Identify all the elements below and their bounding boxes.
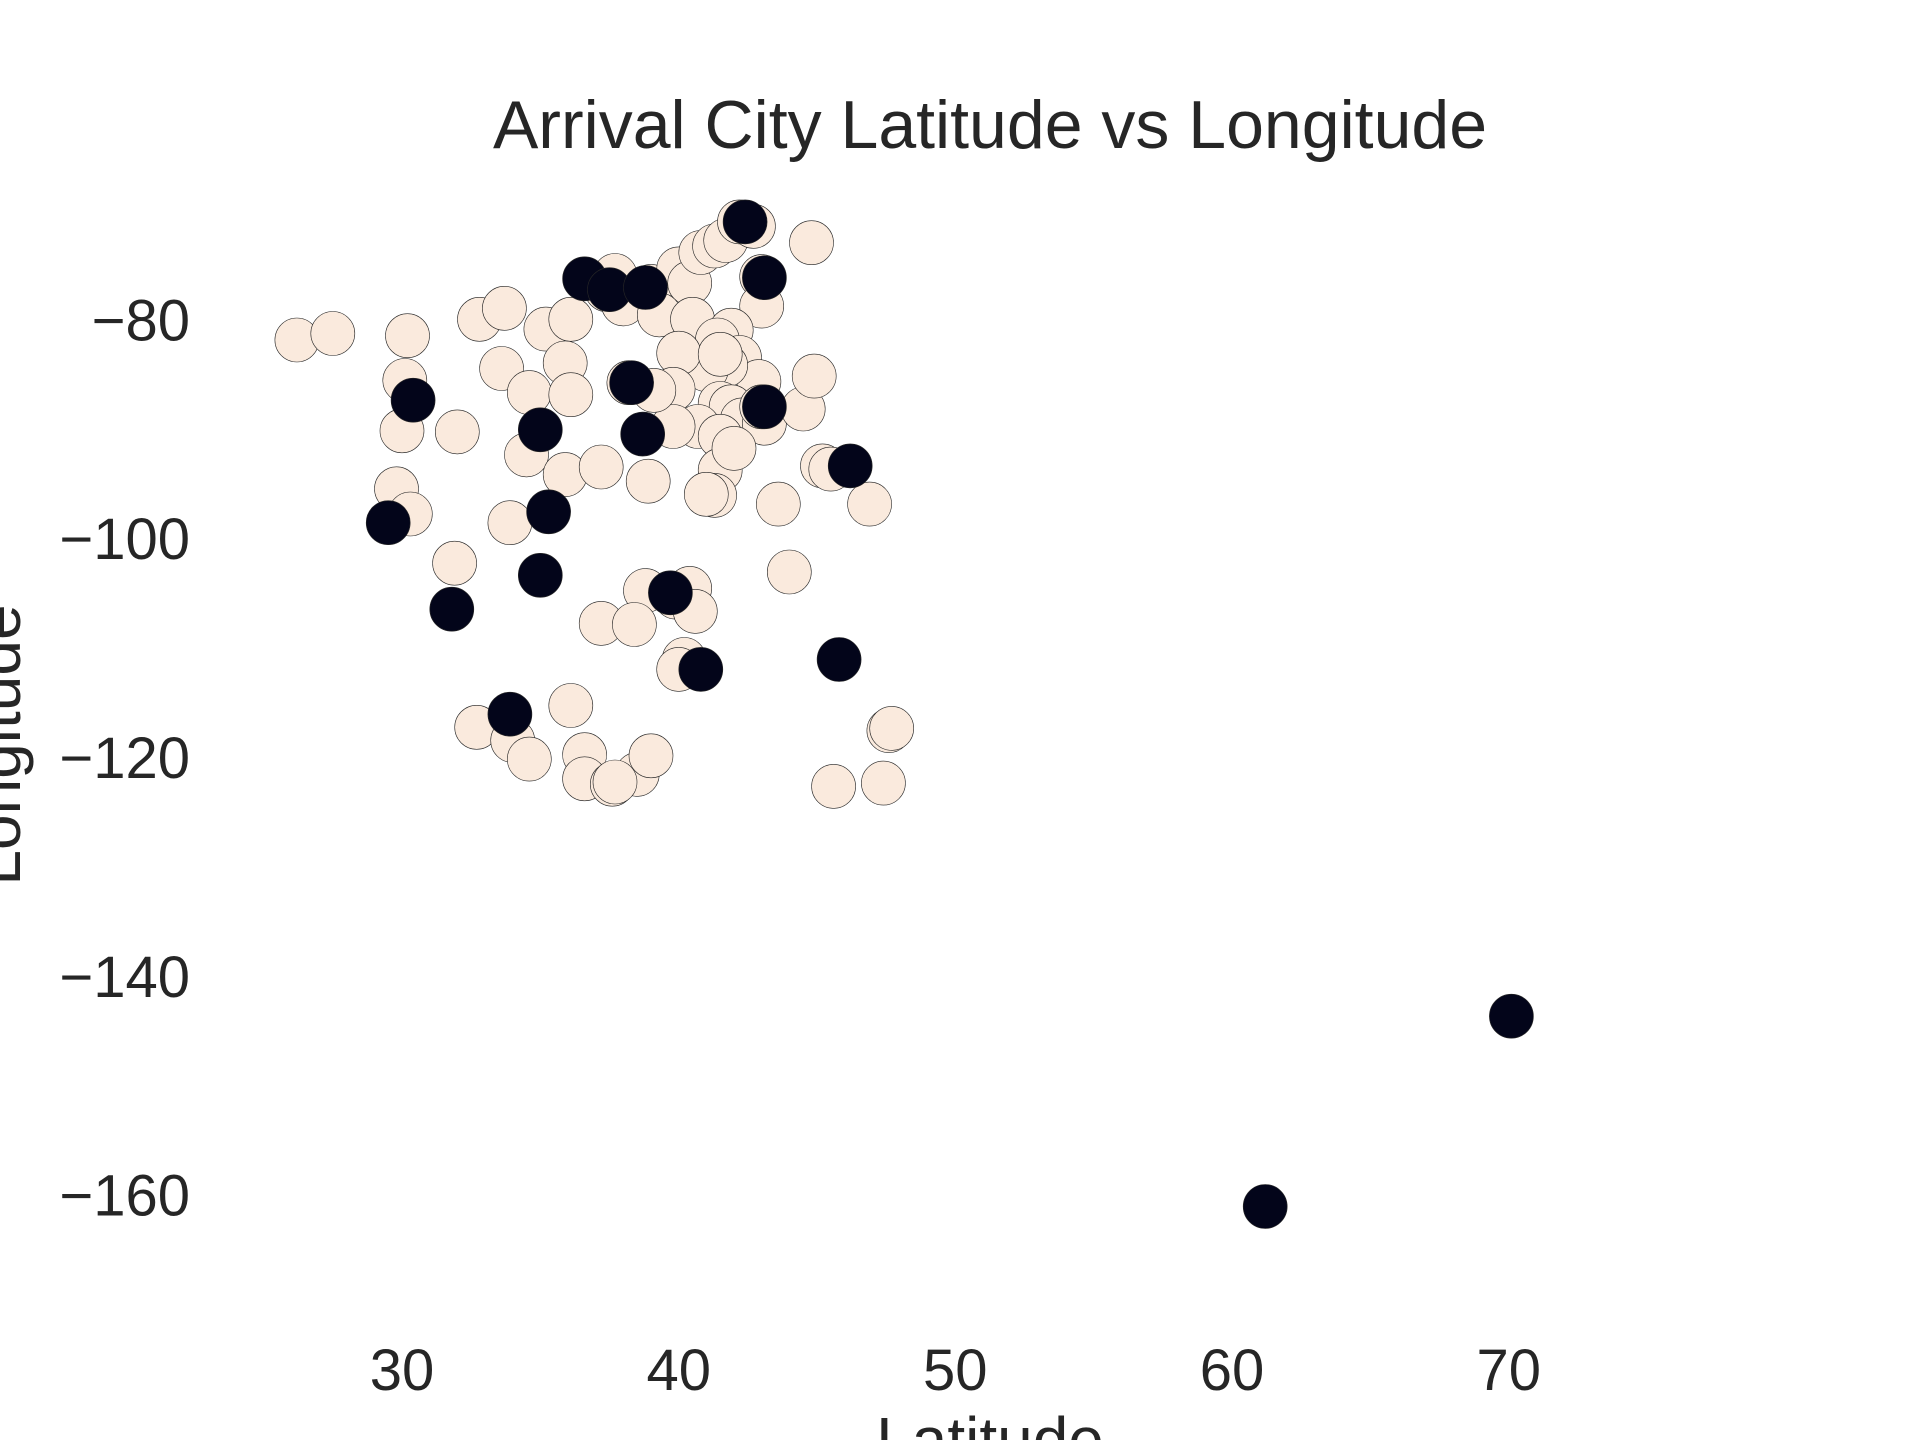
y-tick-label: −140 <box>59 945 190 1010</box>
scatter-point <box>861 760 906 806</box>
scatter-point <box>683 471 729 517</box>
x-axis-ticks: 30 40 50 60 70 <box>370 1338 1541 1403</box>
scatter-point <box>678 647 724 692</box>
y-axis-ticks: −80 −100 −120 −140 −160 <box>59 288 190 1228</box>
y-tick-label: −80 <box>92 288 190 353</box>
scatter-point <box>548 372 594 418</box>
x-tick-label: 40 <box>646 1338 711 1403</box>
x-tick-label: 60 <box>1200 1338 1265 1403</box>
scatter-point <box>365 500 411 546</box>
x-tick-label: 50 <box>923 1338 988 1403</box>
scatter-point <box>390 377 436 423</box>
scatter-point <box>847 481 892 527</box>
scatter-point <box>623 265 668 310</box>
scatter-point <box>1489 993 1534 1039</box>
scatter-point <box>506 736 552 782</box>
scatter-point <box>482 285 527 331</box>
scatter-point <box>517 552 563 598</box>
y-tick-label: −100 <box>59 507 190 572</box>
scatter-point <box>620 411 666 457</box>
scatter-point <box>755 481 801 527</box>
scatter-point <box>526 489 571 535</box>
y-tick-label: −160 <box>59 1164 190 1229</box>
scatter-point <box>1242 1184 1288 1229</box>
scatter-point <box>811 764 856 809</box>
x-tick-label: 70 <box>1476 1338 1541 1403</box>
scatter-point <box>722 199 768 245</box>
scatter-point <box>869 706 915 751</box>
scatter-point <box>429 586 475 632</box>
scatter-point <box>310 311 356 356</box>
scatter-point <box>789 220 834 265</box>
scatter-point <box>816 637 862 682</box>
scatter-point <box>578 444 624 490</box>
scatter-point <box>487 691 533 737</box>
scatter-point <box>385 313 430 359</box>
scatter-point <box>628 733 674 779</box>
scatter-point <box>612 602 657 647</box>
y-tick-label: −120 <box>59 726 190 791</box>
chart-title: Arrival City Latitude vs Longitude <box>493 87 1487 163</box>
scatter-point <box>432 540 477 586</box>
scatter-point <box>548 296 594 342</box>
y-axis-label: Longitude <box>0 604 34 885</box>
scatter-point <box>766 549 812 595</box>
scatter-point <box>548 683 594 728</box>
scatter-point <box>625 458 671 504</box>
scatter-point <box>711 426 757 471</box>
scatter-point <box>648 570 693 616</box>
scatter-point <box>742 255 787 301</box>
scatter-point <box>434 409 480 455</box>
scatter-point <box>517 407 563 453</box>
scatter-point <box>487 500 533 546</box>
scatter-point <box>609 360 654 406</box>
scatter-point <box>592 759 638 805</box>
scatter-point <box>827 443 873 489</box>
scatter-point <box>697 331 743 377</box>
scatter-point <box>742 384 787 430</box>
x-tick-label: 30 <box>370 1338 435 1403</box>
points-layer <box>274 199 1534 1229</box>
x-axis-label: Latitude <box>876 1404 1104 1440</box>
scatter-point <box>791 353 837 399</box>
